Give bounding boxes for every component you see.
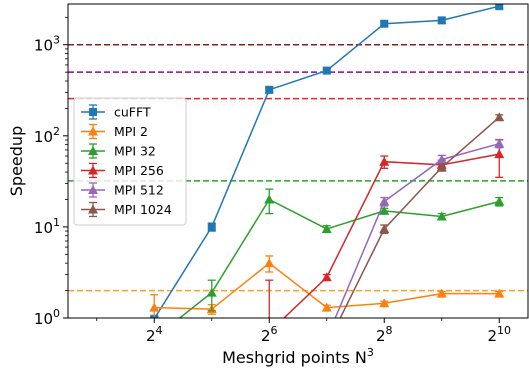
- x-tick-label: 24: [146, 324, 163, 345]
- data-point: [93, 323, 101, 331]
- series-4: [322, 138, 505, 342]
- data-point: [436, 211, 447, 221]
- legend-item: MPI 256: [81, 162, 164, 179]
- data-point: [149, 302, 160, 312]
- y-axis: 100 101 102 103: [34, 16, 68, 328]
- series-line: [154, 262, 500, 310]
- data-point: [436, 154, 447, 164]
- error-bar: [265, 279, 274, 318]
- data-point: [321, 302, 332, 312]
- data-point: [264, 194, 275, 204]
- legend-label: MPI 32: [114, 144, 156, 159]
- data-point: [494, 288, 505, 298]
- data-point: [436, 162, 447, 172]
- legend-box: [73, 97, 187, 226]
- x-tick-label: 26: [261, 324, 278, 345]
- y-tick-label: 102: [34, 125, 60, 146]
- series-1: [149, 255, 505, 318]
- x-tick-label: 210: [487, 324, 511, 345]
- legend-label: MPI 2: [114, 124, 148, 139]
- data-point: [321, 223, 332, 233]
- data-point: [322, 333, 332, 342]
- legend-label: MPI 1024: [114, 202, 172, 217]
- series-line: [339, 116, 500, 318]
- series-line: [153, 5, 500, 318]
- data-point: [495, 4, 504, 11]
- data-point: [264, 258, 275, 268]
- legend: cuFFT MPI 2 MPI 32 MPI 256 MPI 512 MPI 1024: [73, 97, 187, 226]
- y-tick-label: 101: [34, 216, 60, 237]
- x-axis: 24 26 28 210: [96, 318, 511, 345]
- legend-label: MPI 512: [114, 183, 164, 198]
- data-point: [436, 288, 447, 298]
- x-tick-label: 28: [376, 324, 393, 345]
- data-point: [437, 16, 446, 25]
- data-point: [494, 196, 505, 206]
- data-point: [379, 156, 390, 166]
- legend-item: cuFFT: [81, 104, 151, 120]
- data-point: [494, 112, 505, 122]
- data-point: [379, 298, 390, 308]
- legend-item: MPI 32: [81, 143, 156, 159]
- legend-item: MPI 512: [81, 182, 164, 198]
- series-0: [93, 4, 504, 331]
- data-point: [322, 66, 331, 75]
- series-line: [334, 142, 500, 318]
- series-line: [178, 198, 500, 318]
- plot-frame: [67, 3, 529, 319]
- data-point: [379, 205, 390, 215]
- data-point: [494, 149, 505, 159]
- series-2: [178, 188, 505, 318]
- data-point: [321, 272, 332, 282]
- series-5: [339, 112, 505, 318]
- data-point: [494, 138, 505, 148]
- series-layer: [93, 4, 505, 342]
- data-point: [380, 19, 389, 28]
- legend-label: cuFFT: [114, 105, 151, 120]
- legend-item: MPI 2: [81, 123, 148, 140]
- y-tick-label: 103: [34, 34, 60, 55]
- y-tick-label: 100: [34, 307, 60, 328]
- data-point: [379, 223, 390, 233]
- data-point: [207, 222, 216, 231]
- legend-label: MPI 256: [114, 163, 164, 178]
- legend-item: MPI 1024: [81, 201, 172, 218]
- data-point: [379, 196, 390, 206]
- data-point: [265, 85, 274, 94]
- y-axis-label: Speedup: [7, 126, 26, 196]
- data-point: [206, 287, 217, 297]
- x-axis-label: Meshgrid points N3: [222, 346, 374, 367]
